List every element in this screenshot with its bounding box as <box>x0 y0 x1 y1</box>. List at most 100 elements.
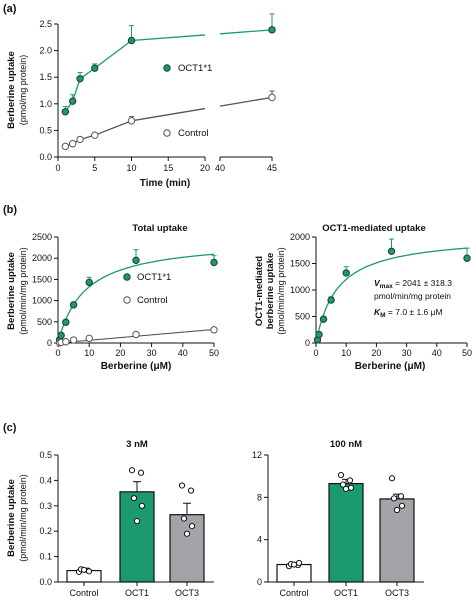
y-tick-label-b2: 0 <box>305 338 310 348</box>
data-point-b1 <box>69 301 78 309</box>
data-point-b1 <box>62 318 70 326</box>
x-axis-label-a: Time (min) <box>140 178 190 189</box>
data-point-a <box>127 117 136 125</box>
data-point-b2 <box>327 296 335 304</box>
data-point-b1 <box>69 336 78 344</box>
series-line-a-tail-1 <box>219 96 273 107</box>
y-axis-label-b2: OCT1-mediated <box>254 256 265 326</box>
individual-point-c2 <box>346 477 354 484</box>
y-tick-label-b2: 1000 <box>290 285 310 295</box>
data-point-b1 <box>62 338 70 346</box>
individual-point-c1 <box>85 568 93 575</box>
individual-point-c2 <box>337 472 345 479</box>
bar-oct3-c1 <box>169 514 205 583</box>
x-tick-label-b2: 50 <box>462 348 472 358</box>
data-point-b1 <box>210 326 218 334</box>
x-tick-label-b2: 0 <box>313 348 318 358</box>
y-tick-label-c2: 4 <box>257 535 262 545</box>
data-point-b1 <box>85 278 93 287</box>
series-line-a-break-1 <box>131 107 206 122</box>
chart-title-c1: 3 nM <box>126 439 148 450</box>
data-point-b1 <box>85 334 93 343</box>
bar-oct1-c1 <box>119 491 155 583</box>
legend-marker-control-b1 <box>123 296 131 304</box>
y-tick-label-a: 2.0 <box>39 46 52 56</box>
individual-point-c1 <box>183 530 191 537</box>
y-tick-label-b2: 500 <box>295 312 310 322</box>
individual-point-c1 <box>188 523 196 530</box>
legend-label-control-b1: Control <box>137 295 168 306</box>
individual-point-c2 <box>339 481 347 488</box>
y-tick-label-b1: 2500 <box>32 232 52 242</box>
x-tick-label-b1: 10 <box>84 348 94 358</box>
y-tick-label-b1: 2000 <box>32 253 52 263</box>
data-point-a <box>91 64 99 72</box>
individual-point-c1 <box>128 467 136 474</box>
y-tick-label-b1: 1000 <box>32 296 52 306</box>
individual-point-c2 <box>390 495 398 502</box>
data-point-a <box>91 131 99 139</box>
y-axis-label-a: Berberine uptake <box>6 51 17 129</box>
category-label-c2: OCT3 <box>385 588 409 598</box>
data-point-a <box>61 142 70 151</box>
data-point-b2 <box>463 254 471 262</box>
y-tick-label-c1: 0.1 <box>39 552 52 562</box>
data-point-b1 <box>210 258 218 267</box>
y-tick-label-b1: 0 <box>47 338 52 348</box>
individual-point-c2 <box>290 561 298 568</box>
y-axis-unit-a: (pmol/mg protein) <box>18 55 28 126</box>
y-axis-label-b1: Berberine uptake <box>6 252 17 330</box>
y-tick-label-b1: 1500 <box>32 274 52 284</box>
data-point-b1 <box>132 330 140 339</box>
legend-label-oct1-a: OCT1*1 <box>178 63 212 74</box>
panel-label-a: (a) <box>3 3 17 15</box>
x-tick-label-a: 15 <box>163 163 173 173</box>
individual-point-c1 <box>138 502 146 509</box>
x-tick-label-a: 10 <box>126 163 136 173</box>
individual-point-c1 <box>137 469 145 476</box>
y-tick-label-a: 1.0 <box>39 99 52 109</box>
individual-point-c2 <box>393 506 401 514</box>
y-tick-label-a: 2.5 <box>39 19 52 29</box>
annotation-vmax-unit: pmol/min/mg protein <box>374 291 451 301</box>
y-tick-label-c2: 0 <box>257 577 262 587</box>
y-tick-label-c1: 0.2 <box>39 526 52 536</box>
y-axis-label2-b2: berberine uptake <box>265 253 276 330</box>
individual-point-c1 <box>187 487 195 494</box>
data-point-a <box>69 140 77 148</box>
legend-label-control-a: Control <box>178 128 209 139</box>
x-tick-label-a: 45 <box>267 163 277 173</box>
individual-point-c1 <box>130 495 138 502</box>
data-point-b1 <box>57 331 65 340</box>
individual-point-c2 <box>342 485 350 492</box>
y-tick-label-c2: 8 <box>257 492 262 502</box>
y-tick-label-a: 0.5 <box>39 125 52 135</box>
y-axis-unit-b1: (pmol/min/mg protein) <box>18 247 28 335</box>
x-tick-label-b2: 30 <box>402 348 412 358</box>
data-point-a <box>76 135 84 144</box>
y-tick-label-c2: 12 <box>252 450 262 460</box>
data-point-b2 <box>315 330 323 339</box>
data-point-a <box>127 36 136 45</box>
category-label-c1: Control <box>69 588 98 598</box>
x-tick-label-a: 5 <box>92 163 97 173</box>
individual-point-c2 <box>295 559 303 567</box>
y-tick-label-c1: 0.0 <box>39 577 52 587</box>
category-label-c1: OCT3 <box>175 588 199 598</box>
category-label-c2: OCT1 <box>334 588 358 598</box>
legend-marker-control-a <box>163 129 171 137</box>
y-tick-label-c1: 0.4 <box>39 475 52 485</box>
chart-title-c2: 100 nM <box>330 439 362 450</box>
y-axis-unit-b2: (pmol/min/mg protein) <box>276 247 286 335</box>
y-tick-label-b2: 1500 <box>290 259 310 269</box>
series-line-a-tail-0 <box>219 29 273 35</box>
x-tick-label-b1: 30 <box>147 348 157 358</box>
chart-title-oct1-mediated: OCT1-mediated uptake <box>322 223 425 234</box>
data-point-a <box>268 26 276 34</box>
bar-oct1-c2 <box>328 482 364 583</box>
annotation-vmax: Vmax = 2041 ± 318.3 <box>374 278 452 290</box>
individual-point-c1 <box>180 515 188 522</box>
individual-point-c1 <box>178 482 186 489</box>
y-axis-unit-c: (pmol/min/mg protein) <box>18 474 28 562</box>
legend-marker-oct1-a <box>163 64 171 72</box>
